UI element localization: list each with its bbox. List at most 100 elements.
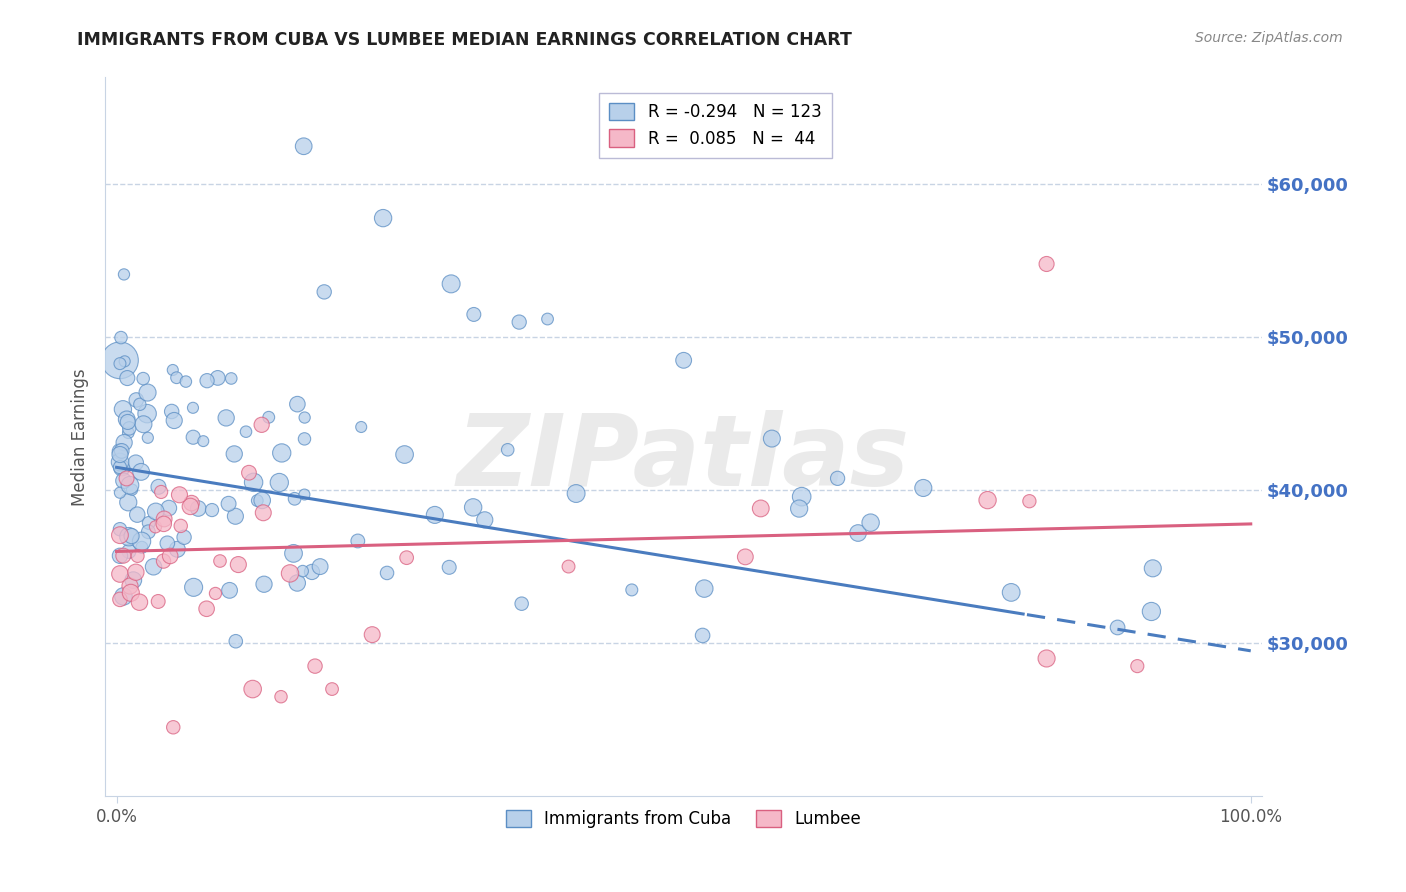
Point [153, 512, 176, 526]
Point [115, 471, 138, 485]
Point [269, 475, 291, 490]
Point [228, 558, 250, 572]
Point [125, 566, 148, 580]
Point [142, 559, 165, 574]
Point [181, 401, 204, 415]
Point [536, 312, 558, 326]
Point [242, 475, 264, 490]
Point [148, 480, 170, 494]
Point [195, 374, 218, 388]
Text: Source: ZipAtlas.com: Source: ZipAtlas.com [1195, 31, 1343, 45]
Point [108, 549, 131, 563]
Point [371, 211, 394, 226]
Point [162, 363, 184, 377]
Point [128, 397, 150, 411]
Point [1000, 585, 1022, 599]
Point [375, 566, 398, 580]
Point [179, 500, 201, 514]
Point [132, 417, 155, 432]
Point [108, 528, 131, 542]
Point [159, 549, 181, 563]
Point [183, 580, 205, 594]
Y-axis label: Median Earnings: Median Earnings [72, 368, 89, 506]
Point [108, 460, 131, 475]
Point [204, 586, 226, 600]
Point [284, 491, 307, 506]
Point [169, 488, 191, 502]
Point [672, 353, 695, 368]
Point [314, 285, 336, 299]
Point [118, 579, 141, 593]
Point [246, 493, 269, 508]
Point [1035, 257, 1057, 271]
Point [283, 546, 305, 560]
Point [120, 586, 142, 600]
Point [150, 485, 173, 500]
Point [292, 139, 315, 153]
Point [108, 444, 131, 458]
Point [115, 412, 138, 426]
Point [301, 565, 323, 579]
Point [117, 415, 139, 429]
Point [1018, 494, 1040, 508]
Point [496, 442, 519, 457]
Point [395, 550, 418, 565]
Point [474, 513, 496, 527]
Point [121, 529, 143, 543]
Point [187, 501, 209, 516]
Text: ZIPatlas: ZIPatlas [457, 409, 910, 507]
Point [127, 549, 149, 563]
Point [108, 522, 131, 536]
Point [270, 446, 292, 460]
Point [138, 516, 160, 530]
Point [287, 397, 309, 411]
Point [157, 501, 180, 516]
Point [117, 371, 139, 385]
Point [1107, 620, 1129, 634]
Point [350, 420, 373, 434]
Point [790, 490, 813, 504]
Point [138, 524, 160, 539]
Point [121, 483, 143, 497]
Point [242, 681, 264, 696]
Point [125, 392, 148, 407]
Point [112, 463, 135, 477]
Point [235, 425, 257, 439]
Point [394, 448, 416, 462]
Point [215, 411, 238, 425]
Point [976, 493, 998, 508]
Point [207, 371, 229, 385]
Point [112, 268, 135, 282]
Point [304, 659, 326, 673]
Point [114, 354, 136, 368]
Point [463, 500, 485, 515]
Point [208, 554, 231, 568]
Point [110, 330, 132, 344]
Point [111, 461, 134, 475]
Point [108, 485, 131, 500]
Point [620, 582, 643, 597]
Point [156, 536, 179, 550]
Point [108, 353, 131, 368]
Point [148, 594, 170, 608]
Point [278, 566, 301, 581]
Point [108, 566, 131, 581]
Point [749, 501, 772, 516]
Point [117, 495, 139, 509]
Point [346, 533, 368, 548]
Point [218, 583, 240, 598]
Point [112, 474, 135, 488]
Point [180, 496, 202, 510]
Point [162, 720, 184, 734]
Point [131, 534, 153, 549]
Point [163, 413, 186, 427]
Point [253, 577, 276, 591]
Point [181, 430, 204, 444]
Point [225, 634, 247, 648]
Point [252, 506, 274, 520]
Point [136, 407, 159, 421]
Point [294, 410, 316, 425]
Point [112, 590, 135, 604]
Point [1142, 561, 1164, 575]
Point [118, 544, 141, 558]
